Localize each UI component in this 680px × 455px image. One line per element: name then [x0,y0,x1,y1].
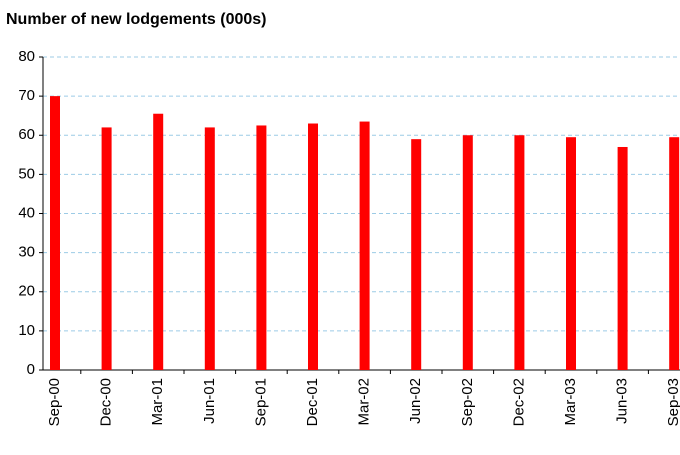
x-tick-label: Mar-01 [149,378,166,426]
x-tick-label: Dec-01 [304,378,321,426]
x-tick-label: Sep-01 [252,378,269,426]
y-tick-label: 70 [18,87,35,104]
bar [669,137,680,370]
bar [411,139,422,370]
bar [566,137,576,370]
bar [617,146,628,370]
y-tick-label: 20 [18,283,35,300]
x-tick-label: Jun-01 [201,378,218,424]
y-tick-label: 0 [27,361,35,378]
y-tick-label: 50 [18,165,35,182]
x-tick-label: Sep-03 [665,378,680,426]
x-tick-label: Mar-03 [562,378,579,426]
bar [308,123,318,370]
bar [50,96,60,370]
x-tick-label: Jun-03 [614,378,631,424]
y-tick-label: 80 [18,48,35,65]
x-tick-label: Mar-02 [356,378,373,426]
x-tick-label: Jun-02 [407,378,424,424]
bar [256,125,267,370]
chart-title: Number of new lodgements (000s) [6,11,267,28]
y-tick-label: 10 [18,322,35,339]
y-tick-label: 30 [18,244,35,261]
bar [462,135,473,370]
x-tick-label: Dec-02 [510,378,527,426]
x-tick-label: Sep-00 [46,378,63,426]
x-tick-label: Dec-00 [98,378,115,426]
bar [153,113,164,370]
y-tick-label: 60 [18,126,35,143]
y-tick-label: 40 [18,204,35,221]
bar [514,135,525,370]
bar [359,121,370,371]
x-tick-label: Sep-02 [459,378,476,426]
bar [204,127,215,370]
bar [101,127,112,370]
